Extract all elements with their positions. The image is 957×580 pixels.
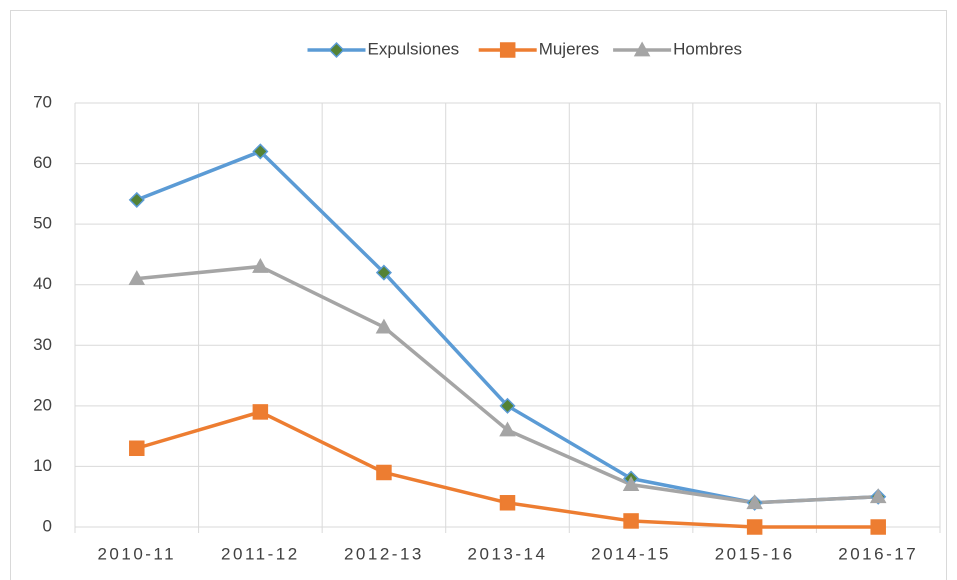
series-line	[136, 149, 879, 505]
legend-marker	[499, 42, 516, 58]
x-tick-label: 2013-14	[468, 544, 548, 563]
data-point	[252, 257, 269, 273]
x-tick-label: 2015-16	[715, 544, 795, 563]
data-point	[129, 440, 145, 457]
data-point	[622, 476, 640, 491]
data-point	[499, 421, 516, 437]
x-tick-label: 2011-12	[221, 544, 300, 563]
data-point	[128, 270, 146, 286]
data-point	[499, 495, 516, 511]
data-point	[870, 519, 886, 535]
data-point	[499, 397, 516, 414]
legend-marker	[633, 41, 651, 57]
data-point	[252, 404, 269, 420]
legend-label: Expulsiones	[368, 39, 460, 58]
x-tick-label: 2012-13	[344, 544, 424, 563]
x-tick-label: 2016-17	[838, 544, 918, 563]
chart-border	[10, 10, 947, 580]
y-tick-label: 50	[33, 214, 52, 233]
y-tick-label: 60	[33, 153, 52, 172]
y-tick-label: 40	[33, 274, 52, 293]
x-tick-label: 2010-11	[97, 544, 176, 563]
x-tick-label: 2014-15	[591, 544, 671, 563]
y-tick-label: 70	[33, 92, 52, 111]
series-line	[136, 264, 879, 505]
data-point	[746, 494, 763, 510]
data-point	[623, 513, 639, 529]
legend-marker	[328, 41, 345, 59]
data-point	[375, 318, 393, 334]
y-tick-label: 10	[33, 456, 52, 475]
data-point	[869, 488, 887, 504]
legend-label: Hombres	[673, 39, 742, 58]
data-point	[376, 464, 392, 481]
y-tick-label: 30	[33, 335, 52, 354]
data-point	[128, 191, 145, 208]
data-point	[746, 519, 763, 535]
y-tick-label: 20	[33, 395, 52, 414]
legend-label: Mujeres	[539, 39, 599, 58]
y-tick-label: 0	[43, 516, 52, 535]
data-point	[375, 264, 392, 281]
data-point	[252, 143, 269, 160]
